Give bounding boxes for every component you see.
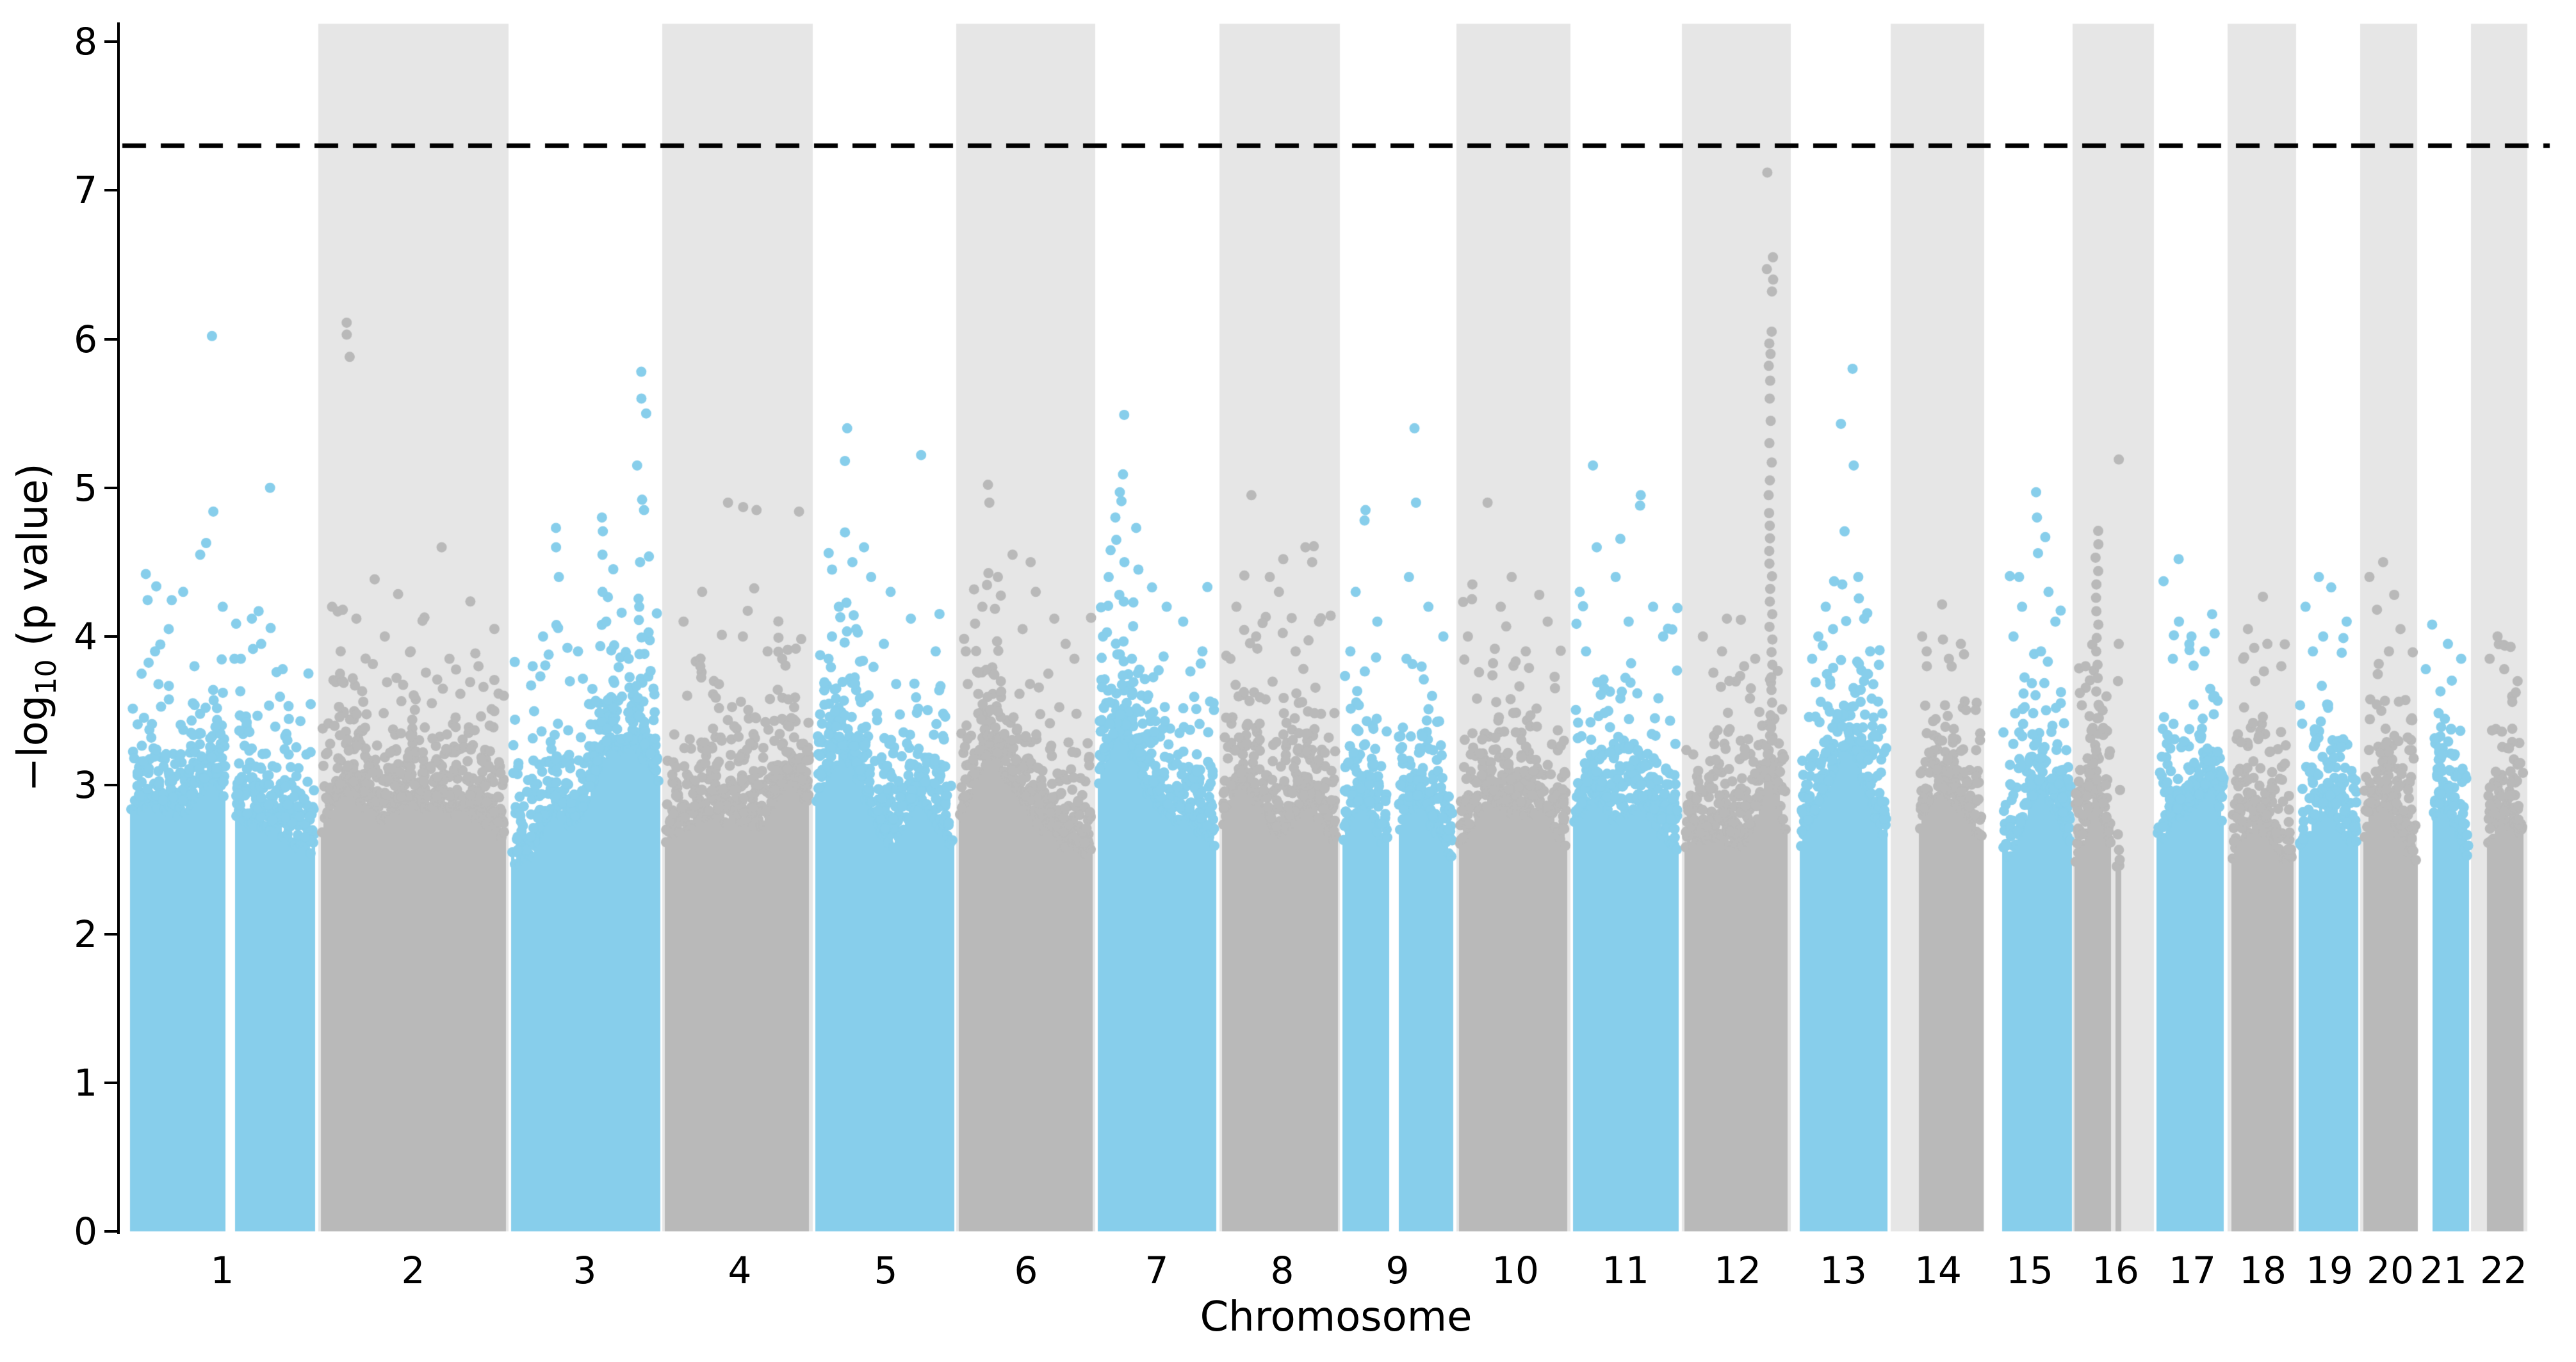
x-tick-label-chromosome-11: 11 bbox=[1602, 1249, 1649, 1292]
x-tick-label-chromosome-12: 12 bbox=[1714, 1249, 1761, 1292]
x-tick-label-chromosome-2: 2 bbox=[401, 1249, 425, 1292]
y-tick-label: 5 bbox=[74, 466, 97, 510]
y-tick-mark bbox=[104, 40, 117, 43]
y-axis-title: −log10 (p value) bbox=[10, 463, 63, 792]
x-tick-label-chromosome-8: 8 bbox=[1270, 1249, 1294, 1292]
y-tick-mark bbox=[104, 189, 117, 192]
x-tick-label-chromosome-20: 20 bbox=[2367, 1249, 2414, 1292]
y-tick-label: 4 bbox=[74, 615, 97, 658]
y-axis-spine bbox=[117, 22, 120, 1234]
x-tick-label-chromosome-22: 22 bbox=[2480, 1249, 2527, 1292]
y-tick-label: 3 bbox=[74, 763, 97, 807]
y-tick-label: 8 bbox=[74, 20, 97, 63]
x-tick-label-chromosome-19: 19 bbox=[2306, 1249, 2353, 1292]
x-tick-label-chromosome-10: 10 bbox=[1492, 1249, 1539, 1292]
y-tick-mark bbox=[104, 784, 117, 787]
y-tick-mark bbox=[104, 1081, 117, 1084]
y-tick-mark bbox=[104, 337, 117, 341]
y-tick-label: 7 bbox=[74, 168, 97, 213]
x-tick-label-chromosome-7: 7 bbox=[1145, 1249, 1169, 1292]
y-axis-title-sub: 10 bbox=[29, 659, 63, 695]
x-tick-label-chromosome-9: 9 bbox=[1385, 1249, 1410, 1292]
x-tick-label-chromosome-18: 18 bbox=[2239, 1249, 2287, 1292]
y-tick-mark bbox=[104, 486, 117, 489]
x-tick-label-chromosome-5: 5 bbox=[874, 1249, 898, 1292]
y-tick-mark bbox=[104, 932, 117, 936]
x-tick-label-chromosome-16: 16 bbox=[2092, 1249, 2139, 1292]
y-tick-label: 2 bbox=[74, 912, 97, 956]
x-tick-label-chromosome-17: 17 bbox=[2169, 1249, 2216, 1292]
x-tick-label-chromosome-6: 6 bbox=[1014, 1249, 1038, 1292]
y-tick-label: 0 bbox=[74, 1210, 97, 1253]
x-tick-label-chromosome-13: 13 bbox=[1820, 1249, 1867, 1292]
x-tick-label-chromosome-21: 21 bbox=[2420, 1249, 2467, 1292]
x-tick-label-chromosome-1: 1 bbox=[210, 1249, 234, 1292]
x-axis-title: Chromosome bbox=[1200, 1293, 1472, 1341]
y-axis-title-post: (p value) bbox=[10, 463, 57, 660]
y-tick-label: 1 bbox=[74, 1060, 97, 1105]
x-tick-label-chromosome-15: 15 bbox=[2006, 1249, 2053, 1292]
y-tick-mark bbox=[104, 635, 117, 638]
x-tick-label-chromosome-4: 4 bbox=[728, 1249, 752, 1292]
x-tick-label-chromosome-3: 3 bbox=[573, 1249, 597, 1292]
y-tick-label: 6 bbox=[74, 317, 97, 361]
y-tick-mark bbox=[104, 1230, 117, 1233]
x-tick-label-chromosome-14: 14 bbox=[1914, 1249, 1962, 1292]
y-axis-title-pre: −log bbox=[10, 695, 57, 792]
